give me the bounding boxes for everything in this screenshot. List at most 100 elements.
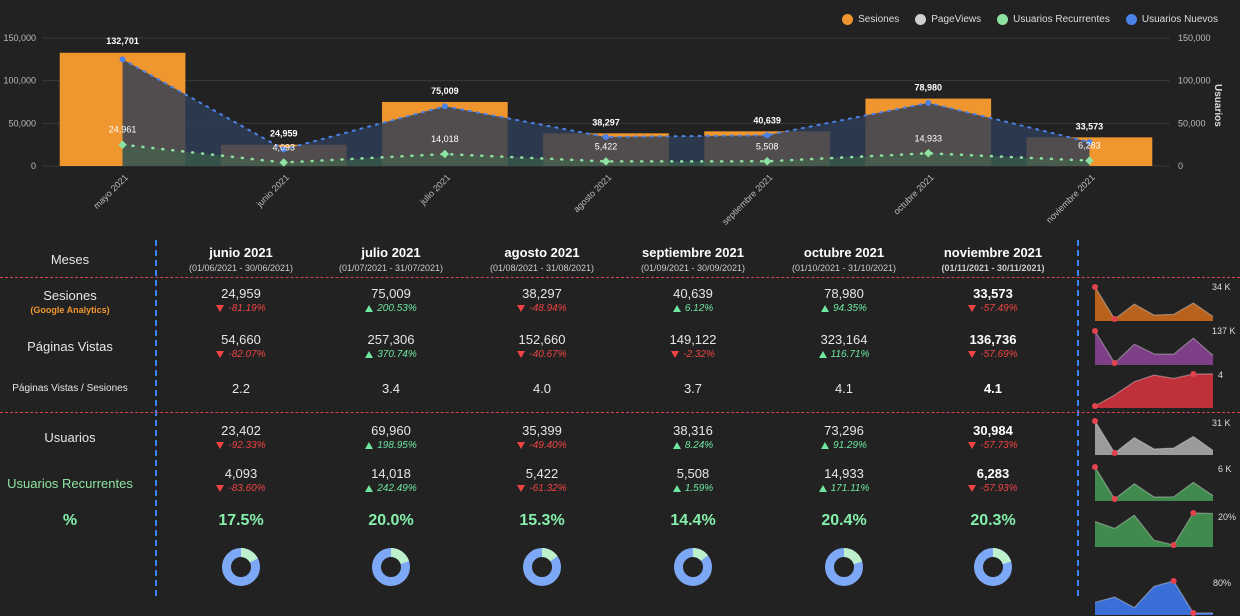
table-cell-recurrentes: 5,422 -61.32% — [467, 466, 617, 494]
column-header: agosto 2021 (01/08/2021 - 31/08/2021) — [467, 245, 617, 273]
table-cell-ratio: 3.4 — [316, 381, 466, 396]
chart-legend: Sesiones PageViews Usuarios Recurrentes … — [842, 14, 1218, 25]
legend-item-usuarios-nuevos[interactable]: Usuarios Nuevos — [1125, 14, 1218, 25]
legend-item-sesiones[interactable]: Sesiones — [842, 14, 899, 25]
cell-change: -2.32% — [618, 349, 768, 360]
change-text: 8.24% — [684, 440, 714, 451]
legend-item-pageviews[interactable]: PageViews — [915, 14, 981, 25]
arrow-up-icon — [818, 484, 827, 492]
table-cell-usuarios: 38,316 8.24% — [618, 423, 768, 451]
data-label-sesiones: 78,980 — [915, 83, 943, 93]
data-label-sesiones: 40,639 — [753, 115, 781, 125]
column-month: junio 2021 — [209, 245, 273, 260]
cell-value: 4.0 — [532, 381, 552, 396]
data-label-sesiones: 75,009 — [431, 86, 459, 96]
percent-value: 14.4% — [670, 512, 716, 529]
column-month: noviembre 2021 — [943, 245, 1043, 260]
y-tick-label-right: 50,000 — [1178, 118, 1206, 128]
sparkline — [1092, 284, 1214, 322]
arrow-down-icon — [968, 304, 977, 312]
row-label-usuarios-recurrentes: Usuarios Recurrentes — [7, 476, 133, 491]
change-text: -40.67% — [529, 349, 567, 360]
sparkline — [1094, 578, 1213, 616]
change-text: -61.32% — [529, 483, 567, 494]
column-date-range: (01/10/2021 - 31/10/2021) — [791, 263, 897, 273]
cell-change: -48.94% — [467, 303, 617, 314]
legend-label: Sesiones — [858, 14, 900, 25]
table-cell-sesiones: 75,009 200.53% — [316, 286, 466, 314]
point-usuarios-nuevos — [119, 56, 126, 63]
table-cell-ratio: 4.0 — [467, 381, 617, 396]
cell-change: 8.24% — [618, 440, 768, 451]
arrow-down-icon — [517, 350, 526, 358]
percent-value: 20.0% — [368, 512, 414, 529]
cell-change: 370.74% — [316, 349, 466, 360]
point-usuarios-recurrentes — [279, 158, 288, 167]
donut-chart — [974, 548, 1012, 586]
x-tick-label: noviembre 2021 — [1044, 172, 1097, 225]
point-usuarios-nuevos — [603, 133, 609, 140]
cell-value: 4.1 — [983, 381, 1003, 396]
change-text: -83.60% — [228, 483, 266, 494]
change-text: -57.69% — [980, 349, 1018, 360]
change-text: -49.40% — [529, 440, 567, 451]
x-tick-label: septiembre 2021 — [720, 172, 774, 226]
cell-value: 136,736 — [969, 332, 1017, 347]
table-cell-usuarios: 35,399 -49.40% — [467, 423, 617, 451]
table-cell-paginas: 152,660 -40.67% — [467, 332, 617, 360]
data-label-usuarios-recurrentes: 4,093 — [272, 143, 295, 153]
legend-swatch-icon — [997, 14, 1009, 25]
sparkline — [1092, 464, 1214, 502]
column-month: octubre 2021 — [803, 245, 885, 260]
cell-change: -83.60% — [166, 483, 316, 494]
x-tick-label: junio 2021 — [254, 172, 291, 209]
sparkline-area — [1095, 374, 1213, 408]
x-tick-label: agosto 2021 — [571, 172, 613, 214]
cell-change: 6.12% — [618, 303, 768, 314]
cell-value: 73,296 — [824, 423, 864, 438]
table-cell-paginas: 54,660 -82.07% — [166, 332, 316, 360]
arrow-up-icon — [672, 304, 681, 312]
legend-swatch-icon — [842, 14, 854, 25]
arrow-down-icon — [517, 484, 526, 492]
legend-label: Usuarios Recurrentes — [1013, 14, 1110, 25]
area-usuarios-nuevos — [122, 59, 1090, 167]
legend-item-usuarios-recurrentes[interactable]: Usuarios Recurrentes — [997, 14, 1110, 25]
cell-change: -57.49% — [918, 303, 1068, 314]
change-text: -57.73% — [980, 440, 1018, 451]
row-label-sesiones: Sesiones (Google Analytics) — [0, 288, 140, 315]
column-month: septiembre 2021 — [642, 245, 744, 260]
row-divider — [0, 277, 1240, 278]
monthly-metrics-table: Meses junio 2021 (01/06/2021 - 30/06/2021… — [0, 240, 1240, 616]
donut-chart — [523, 548, 561, 586]
table-cell-sesiones: 78,980 94.35% — [769, 286, 919, 314]
percent-value: 20.3% — [970, 512, 1016, 529]
arrow-down-icon — [216, 441, 225, 449]
table-cell-recurrentes: 6,283 -57.93% — [918, 466, 1068, 494]
arrow-down-icon — [968, 350, 977, 358]
sparkline-last-value: 34 K — [1212, 282, 1231, 292]
cell-change: -92.33% — [166, 440, 316, 451]
arrow-up-icon — [365, 304, 374, 312]
column-date-range: (01/08/2021 - 31/08/2021) — [489, 263, 595, 273]
cell-value: 24,959 — [221, 286, 261, 301]
sparkline-last-value: 20% — [1218, 512, 1237, 522]
legend-label: PageViews — [931, 14, 982, 25]
x-tick-label: octubre 2021 — [891, 172, 935, 216]
table-cell-sesiones: 33,573 -57.49% — [918, 286, 1068, 314]
column-date-range: (01/06/2021 - 30/06/2021) — [188, 263, 294, 273]
cell-value: 2.2 — [231, 381, 251, 396]
table-cell-recurrentes: 14,933 171.11% — [769, 466, 919, 494]
cell-value: 3.7 — [683, 381, 703, 396]
legend-swatch-icon — [915, 14, 927, 25]
column-divider — [155, 240, 157, 596]
cell-value: 6,283 — [976, 466, 1010, 481]
arrow-up-icon — [365, 441, 374, 449]
cell-value: 75,009 — [371, 286, 411, 301]
percent-value: 15.3% — [519, 512, 565, 529]
table-cell-paginas: 257,306 370.74% — [316, 332, 466, 360]
cell-change: -40.67% — [467, 349, 617, 360]
change-text: 200.53% — [377, 303, 417, 314]
table-cell-usuarios: 73,296 91.29% — [769, 423, 919, 451]
percent-value: 17.5% — [218, 512, 264, 529]
